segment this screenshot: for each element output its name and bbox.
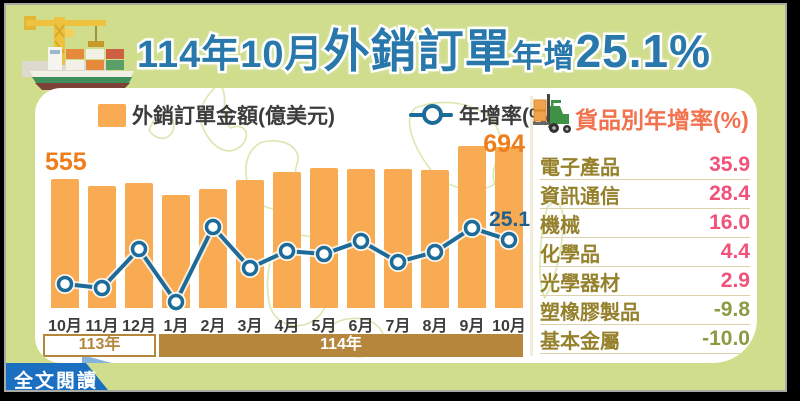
bar-3月 xyxy=(236,180,264,308)
x-axis-label: 1月 xyxy=(163,318,189,335)
panel-row: 基本金屬 -10.0 xyxy=(540,325,750,354)
chart-card: 外銷訂單金額(億美元) 年增率(%) 555 694 25.1 113年 114… xyxy=(35,88,757,363)
panel-row: 光學器材 2.9 xyxy=(540,267,750,296)
title-growth-label: 年增 xyxy=(509,37,577,77)
panel-row: 塑橡膠製品 -9.8 xyxy=(540,296,750,325)
bar-1月 xyxy=(162,195,190,308)
forklift-icon xyxy=(533,94,571,133)
legend-bar-label: 外銷訂單金額(億美元) xyxy=(132,105,335,128)
year-band-114: 114年 xyxy=(159,334,523,357)
panel-item-name: 資訊通信 xyxy=(540,185,620,208)
bar-11月 xyxy=(88,186,116,308)
panel-item-name: 光學器材 xyxy=(540,272,620,295)
panel-item-name: 機械 xyxy=(540,214,580,237)
bar-6月 xyxy=(347,169,375,308)
bar-12月 xyxy=(125,183,153,308)
panel-item-name: 基本金屬 xyxy=(540,330,620,353)
card-divider xyxy=(530,96,533,356)
x-axis-label: 12月 xyxy=(122,318,156,335)
x-axis-label: 10月 xyxy=(492,318,526,335)
legend-line-label: 年增率(%) xyxy=(459,105,555,128)
x-axis-label: 9月 xyxy=(459,318,485,335)
bar-10月 xyxy=(51,179,79,308)
panel-row: 機械 16.0 xyxy=(540,209,750,238)
panel-row: 資訊通信 28.4 xyxy=(540,180,750,209)
panel-item-name: 化學品 xyxy=(540,243,600,266)
x-axis-label: 2月 xyxy=(200,318,226,335)
panel-item-value: 28.4 xyxy=(709,182,750,205)
panel-item-name: 電子產品 xyxy=(540,156,620,179)
legend-bar-swatch xyxy=(98,104,126,127)
x-axis-label: 8月 xyxy=(422,318,448,335)
panel-item-value: -9.8 xyxy=(713,298,750,321)
panel-item-name: 塑橡膠製品 xyxy=(540,301,640,324)
panel-item-value: 4.4 xyxy=(720,240,750,263)
panel-item-value: 2.9 xyxy=(720,269,750,292)
bar-4月 xyxy=(273,172,301,308)
x-axis-label: 4月 xyxy=(274,318,300,335)
title-subject: 外銷訂單 xyxy=(321,23,513,80)
panel-row: 化學品 4.4 xyxy=(540,238,750,267)
bar-8月 xyxy=(421,170,449,308)
bar-2月 xyxy=(199,189,227,308)
read-more-label: 全文閱讀 xyxy=(14,371,99,392)
bar-7月 xyxy=(384,169,412,308)
title-growth-value: 25.1% xyxy=(573,23,712,80)
x-axis-label: 10月 xyxy=(48,318,82,335)
x-axis-label: 3月 xyxy=(237,318,263,335)
legend-line-marker-icon xyxy=(422,104,443,125)
panel-item-value: -10.0 xyxy=(702,327,750,350)
first-bar-value-label: 555 xyxy=(45,148,87,176)
read-more-ribbon-shape xyxy=(6,355,112,390)
x-axis-label: 7月 xyxy=(385,318,411,335)
page-title: 114年10月外銷訂單年增25.1% xyxy=(124,15,724,81)
last-bar-value-label: 694 xyxy=(483,130,525,158)
infographic-canvas: 114年10月外銷訂單年增25.1% 外銷訂單金額(億美元) 年增率(%) 55… xyxy=(4,3,787,392)
read-more-button[interactable]: 全文閱讀 xyxy=(6,355,118,392)
x-axis-label: 11月 xyxy=(85,318,119,335)
x-axis-label: 6月 xyxy=(348,318,374,335)
title-period: 114年10月 xyxy=(134,32,325,79)
panel-item-value: 35.9 xyxy=(709,153,750,176)
panel-title: 貨品別年增率(%) xyxy=(575,107,749,133)
bar-5月 xyxy=(310,168,338,308)
year-band-113: 113年 xyxy=(43,334,156,357)
panel-row: 電子產品 35.9 xyxy=(540,151,750,180)
x-axis-label: 5月 xyxy=(311,318,337,335)
port-crane-ship-illustration xyxy=(22,16,134,90)
last-point-value-label: 25.1 xyxy=(489,208,530,231)
panel-item-value: 16.0 xyxy=(709,211,750,234)
